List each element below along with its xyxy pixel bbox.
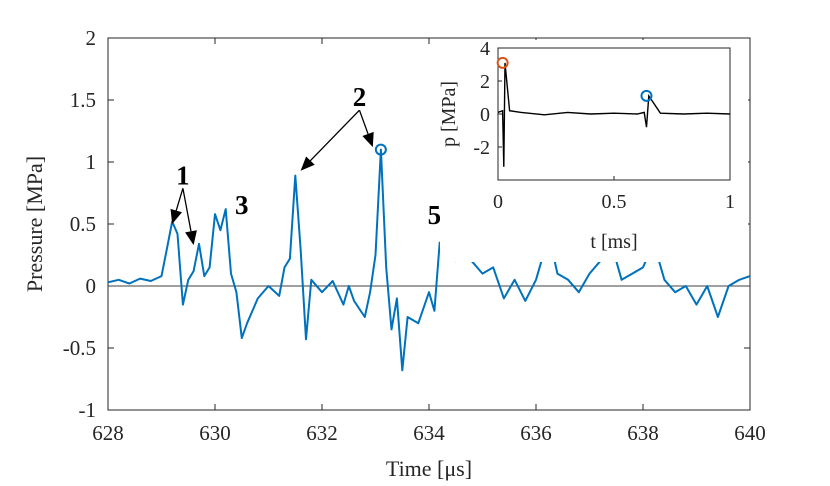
inset-x-tick-label: 0.5: [602, 191, 627, 213]
inset-y-tick-label: 4: [480, 38, 490, 60]
annotation-label: 1: [176, 160, 190, 190]
y-tick-label: -0.5: [63, 336, 96, 360]
annotation-label: 3: [235, 190, 249, 220]
annotation-arrow-head: [300, 156, 315, 171]
inset-peak-marker: [496, 56, 509, 69]
x-tick-label: 632: [306, 421, 338, 445]
x-tick-label: 638: [627, 421, 659, 445]
main-x-ticks: 628 630 632 634 636 638 640: [92, 38, 766, 445]
y-tick-label: 0.5: [70, 212, 96, 236]
inset-y-axis-label: p [MPa]: [438, 81, 460, 147]
inset-peak-marker: [640, 89, 653, 102]
inset-y-tick-label: 2: [480, 71, 490, 93]
inset-x-tick-label: 1: [725, 191, 735, 213]
y-tick-label: 0: [86, 274, 97, 298]
y-tick-label: 2: [86, 26, 97, 50]
annotation-arrow-shaft: [182, 188, 192, 232]
inset-y-tick-label: -2: [473, 137, 490, 159]
main-y-ticks: -1-0.500.511.52: [63, 26, 750, 422]
main-x-axis-label: Time [μs]: [386, 456, 472, 481]
annotations: 1 2 3 5: [170, 82, 442, 246]
annotation-arrow-shaft: [175, 188, 184, 211]
main-y-axis-label: Pressure [MPa]: [22, 156, 47, 292]
y-tick-label: -1: [79, 398, 97, 422]
annotation-arrow-head: [185, 230, 197, 246]
x-tick-label: 636: [520, 421, 552, 445]
inset-y-tick-label: 0: [480, 104, 490, 126]
annotation-label: 2: [353, 82, 367, 112]
x-tick-label: 634: [413, 421, 445, 445]
inset-markers: [496, 56, 653, 102]
inset-x-axis-label: t [ms]: [590, 231, 637, 253]
annotation-arrow-shaft: [309, 109, 360, 162]
x-tick-label: 640: [734, 421, 766, 445]
y-tick-label: 1: [86, 150, 97, 174]
x-tick-label: 630: [199, 421, 231, 445]
x-tick-label: 628: [92, 421, 124, 445]
inset-y-ticks: -2 0 2 4: [473, 38, 502, 159]
inset-x-tick-label: 0: [493, 191, 503, 213]
annotation-arrow-head: [170, 208, 182, 224]
annotation-arrow-head: [362, 131, 374, 148]
y-tick-label: 1.5: [70, 88, 96, 112]
annotation-arrow-shaft: [358, 109, 369, 135]
peak-marker: [374, 143, 387, 156]
inset-trace-line: [497, 62, 731, 167]
inset-x-ticks: 0 0.5 1: [493, 176, 735, 213]
annotation-label: 5: [428, 200, 442, 230]
